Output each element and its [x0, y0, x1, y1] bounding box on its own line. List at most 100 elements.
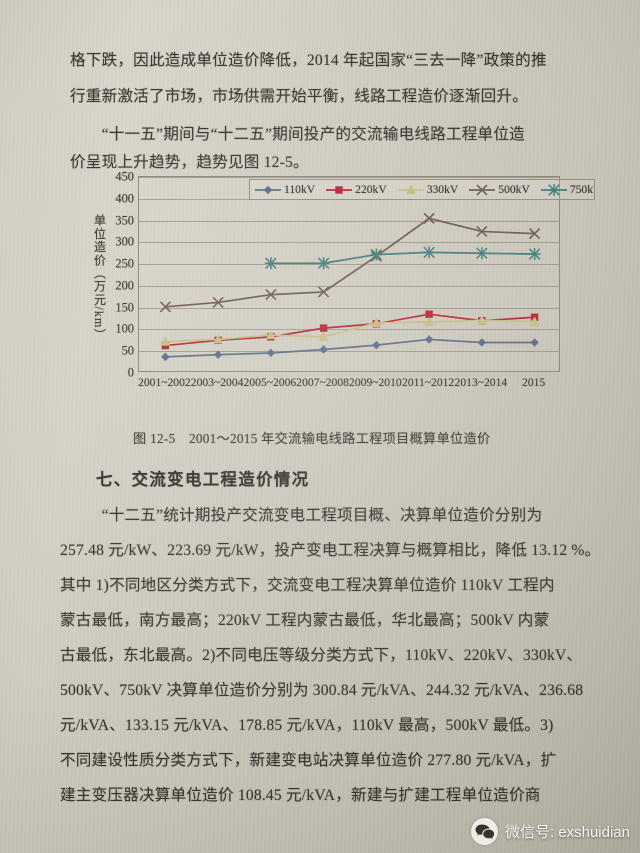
section-heading: 七、交流变电工程造价情况 [96, 470, 310, 489]
body-line: “十一五”期间与“十二五”期间投产的交流输电线路工程单位造 [70, 126, 525, 143]
legend-item-220kV: 220kV [326, 183, 387, 196]
data-point-marker [425, 310, 433, 318]
data-point-marker [319, 345, 328, 354]
data-point-marker [529, 228, 541, 240]
legend-item-330kV: 330kV [397, 183, 458, 196]
figure-caption: 图 12-5 2001～2015 年交流输电线路工程项目概算单位造价 [133, 431, 491, 446]
data-point-marker [476, 315, 487, 325]
plot-area: 0 50 100 150 200 250 300 350 400 450 110kV 220kV 33… [115, 170, 595, 380]
body-line: 500kV、750kV 决算单位造价分别为 300.84 元/kVA、244.3… [60, 682, 584, 699]
data-point-marker [423, 212, 435, 224]
data-point-marker [266, 348, 276, 358]
y-axis-tick-label: 450 [115, 169, 134, 184]
data-point-marker [423, 246, 436, 259]
data-point-marker [476, 183, 488, 196]
data-point-marker [265, 289, 277, 301]
gridline [139, 242, 559, 244]
data-point-marker [370, 248, 383, 261]
body-line: “十二五”统计期投产交流变电工程项目概、决算单位造价分别为 [70, 507, 543, 524]
legend-item-750kV: 750kV [540, 183, 594, 196]
data-point-marker [528, 248, 541, 261]
gridline [139, 220, 559, 222]
data-point-marker [371, 317, 382, 327]
legend-label: 750kV [569, 183, 594, 196]
x-axis-tick-label: 2015 [522, 376, 546, 389]
y-axis-tick-label: 150 [115, 300, 134, 315]
body-line: 行重新激活了市场，市场供需开始平衡，线路工程造价逐渐回升。 [70, 88, 529, 105]
data-point-marker [529, 316, 540, 326]
data-point-marker [161, 352, 170, 362]
body-line: 格下跌，因此造成单位造价降低，2014 年起国家“三去一降”政策的推 [70, 52, 547, 69]
legend-swatch-500kV [469, 183, 496, 196]
data-point-marker [318, 331, 329, 341]
x-axis-tick-label: 2013~2014 [454, 376, 508, 389]
body-line: 古最低，东北最高。2)不同电压等级分类方式下，110kV、220kV、330kV… [60, 647, 583, 664]
body-line: 不同建设性质分类方式下，新建变电站决算单位造价 277.80 元/kVA，扩 [60, 752, 557, 769]
data-point-marker [318, 286, 330, 298]
legend-label: 220kV [355, 183, 387, 196]
x-axis-tick-label: 2003~2004 [190, 376, 244, 389]
gridline [139, 307, 559, 309]
data-point-marker [476, 225, 488, 238]
data-point-marker [530, 338, 539, 347]
y-axis-title: 单位造价（万元/km） [92, 214, 106, 342]
data-point-marker [212, 296, 224, 309]
y-axis-tick-label: 50 [121, 343, 134, 358]
data-point-marker [159, 301, 171, 313]
gridline [139, 351, 559, 353]
x-axis-tick-label: 2001~2002 [138, 376, 191, 389]
data-point-marker [264, 257, 277, 270]
body-line: 蒙古最低，南方最高；220kV 工程内蒙古最低，华北最高；500kV 内蒙 [60, 612, 550, 629]
data-point-marker [475, 247, 488, 260]
data-point-marker [213, 334, 224, 344]
data-point-marker [405, 184, 416, 194]
series-750kV [264, 246, 541, 270]
wechat-handle: 微信号: exshuidian [504, 824, 630, 841]
body-line: 建主变压器决算单位造价 108.45 元/kVA，新建与扩建工程单位造价商 [60, 787, 541, 804]
y-axis-tick-label: 350 [115, 213, 134, 228]
x-axis-labels: 2001~2002 2003~2004 2005~2006 2007~2008 2009… [138, 376, 560, 396]
data-point-marker [263, 185, 273, 194]
wechat-icon [470, 818, 498, 845]
x-axis-tick-label: 2005~2006 [243, 376, 297, 389]
legend-label: 110kV [284, 183, 316, 196]
legend-swatch-220kV [326, 185, 353, 194]
series-330kV [160, 315, 540, 346]
gridline [139, 264, 559, 266]
data-point-marker [477, 338, 487, 347]
y-axis-tick-label: 0 [127, 365, 134, 380]
y-axis-tick-label: 100 [115, 321, 134, 336]
data-point-marker [317, 257, 330, 270]
x-axis-tick-label: 2007~2008 [296, 376, 349, 389]
x-axis-tick-label: 2011~2012 [402, 376, 455, 389]
legend-swatch-750kV [540, 183, 567, 196]
data-point-marker [160, 336, 171, 346]
wechat-watermark: 微信号: exshuidian [470, 818, 630, 845]
y-axis-tick-label: 250 [115, 256, 134, 271]
series-500kV [159, 212, 541, 313]
gridline [139, 285, 559, 287]
legend-swatch-330kV [397, 184, 424, 194]
data-point-marker [335, 185, 343, 194]
y-axis-tick-label: 300 [115, 234, 134, 249]
legend-label: 500kV [498, 183, 530, 196]
x-axis-tick-label: 2009~2010 [349, 376, 402, 389]
data-point-marker [424, 335, 434, 344]
data-point-marker [213, 350, 223, 359]
y-axis-tick-label: 400 [115, 191, 134, 206]
data-point-marker [265, 330, 276, 340]
legend-item-500kV: 500kV [469, 183, 530, 196]
body-line: 其中 1)不同地区分类方式下，交流变电工程决算单位造价 110kV 工程内 [60, 577, 555, 594]
body-line: 价呈现上升趋势，趋势见图 12-5。 [70, 154, 309, 171]
line-chart: 单位造价（万元/km） 0 50 100 150 200 250 300 350 400 450 … [92, 170, 595, 389]
body-line: 257.48 元/kW、223.69 元/kW，投产变电工程决算与概算相比，降低… [60, 542, 601, 559]
series-layer [159, 212, 541, 362]
legend-swatch-110kV [255, 185, 281, 194]
data-point-marker [319, 324, 328, 332]
body-line: 元/kVA、133.15 元/kVA、178.85 元/kVA，110kV 最高… [60, 717, 554, 734]
gridline [139, 177, 559, 178]
y-axis-tick-label: 200 [115, 278, 134, 293]
data-point-marker [424, 317, 435, 327]
